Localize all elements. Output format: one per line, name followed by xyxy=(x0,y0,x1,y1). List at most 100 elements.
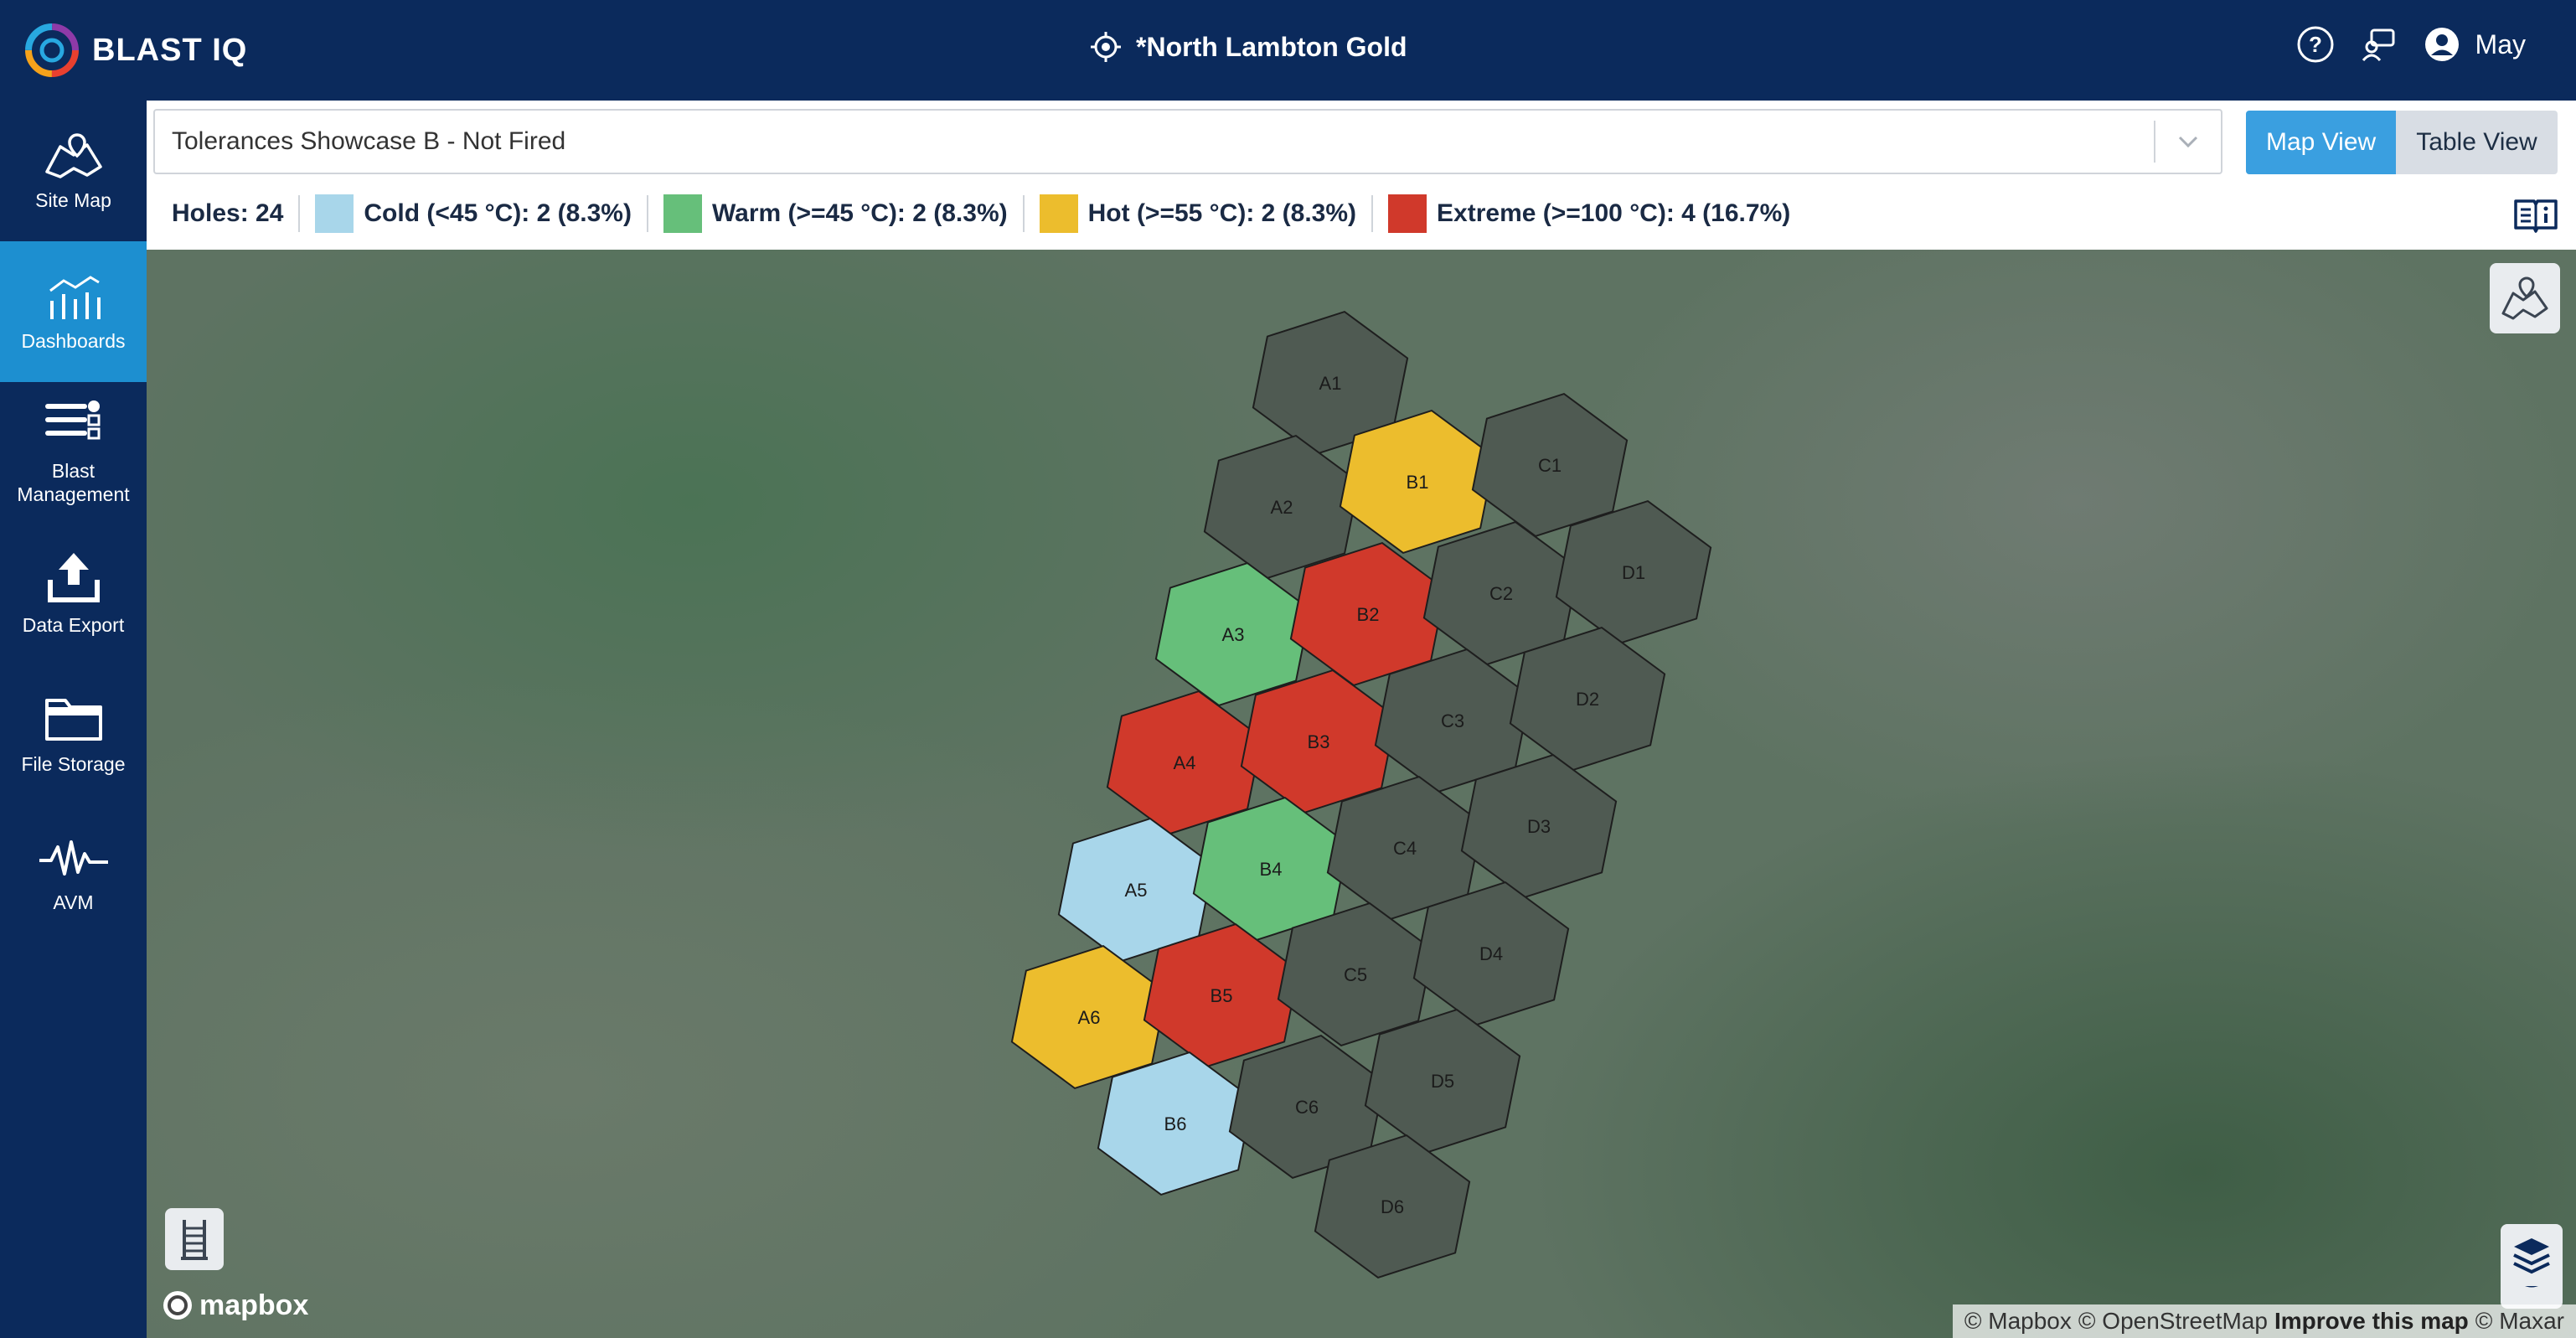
table-view-button[interactable]: Table View xyxy=(2396,111,2558,174)
legend-swatch xyxy=(1039,194,1078,233)
hole-voronoi-map[interactable]: A1 A2 A3 A4 A5 A6 B1 B2 B3 B4 B5 B6 C1 C2 C3 C4 C5 C6 D1 D2… xyxy=(147,250,2576,1338)
chevron-down-icon[interactable] xyxy=(2155,133,2221,150)
legend-item-cold: Cold (<45 °C): 2 (8.3%) xyxy=(315,194,632,233)
hole-label: D5 xyxy=(1431,1071,1454,1092)
blast-map[interactable]: A1 A2 A3 A4 A5 A6 B1 B2 B3 B4 B5 B6 C1 C2 C3 C4 C5 C6 D1 D2… xyxy=(147,250,2576,1338)
attribution-osm[interactable]: © OpenStreetMap xyxy=(2078,1308,2268,1334)
map-view-button[interactable]: Map View xyxy=(2246,111,2397,174)
attribution-mapbox[interactable]: © Mapbox xyxy=(1964,1308,2072,1334)
hole-cell-b5[interactable]: B5 xyxy=(1143,922,1300,1068)
hole-cell-shape[interactable] xyxy=(1277,901,1434,1047)
hole-cell-b3[interactable]: B3 xyxy=(1240,669,1397,814)
legend-label: Cold (<45 °C): 2 (8.3%) xyxy=(364,199,632,227)
hole-cell-b6[interactable]: B6 xyxy=(1097,1051,1254,1196)
legend-info-button[interactable] xyxy=(2512,196,2559,237)
hole-cell-d2[interactable]: D2 xyxy=(1509,626,1666,772)
ladder-list-icon xyxy=(181,1220,208,1260)
mapbox-logo[interactable]: mapbox xyxy=(161,1289,308,1322)
hole-cell-d3[interactable]: D3 xyxy=(1460,753,1618,899)
hole-label: C1 xyxy=(1538,455,1562,476)
hole-label: A3 xyxy=(1222,624,1245,645)
hole-cell-shape[interactable] xyxy=(1555,499,1712,645)
user-name: May xyxy=(2475,28,2526,59)
location-target-icon xyxy=(1091,32,1121,62)
hole-cell-shape[interactable] xyxy=(1143,922,1300,1068)
hole-cell-c1[interactable]: C1 xyxy=(1471,392,1629,538)
hole-label: B4 xyxy=(1260,859,1283,880)
blast-select[interactable]: Tolerances Showcase B - Not Fired xyxy=(153,109,2222,174)
hole-cell-c5[interactable]: C5 xyxy=(1277,901,1434,1047)
legend-swatch xyxy=(315,194,354,233)
sidebar-item-dashboards[interactable]: Dashboards xyxy=(0,241,147,382)
hole-cell-d4[interactable]: D4 xyxy=(1412,881,1570,1026)
hole-cell-shape[interactable] xyxy=(1154,561,1312,707)
hole-cell-shape[interactable] xyxy=(1471,392,1629,538)
sidebar-item-data-export[interactable]: Data Export xyxy=(0,523,147,664)
attribution-maxar[interactable]: © Maxar xyxy=(2475,1308,2564,1334)
hole-cell-d6[interactable]: D6 xyxy=(1314,1134,1471,1279)
sidebar-item-avm[interactable]: AVM xyxy=(0,804,147,945)
user-menu[interactable]: May xyxy=(2424,26,2526,63)
hole-cell-shape[interactable] xyxy=(1010,944,1168,1090)
legend-divider xyxy=(298,195,301,232)
hole-cell-shape[interactable] xyxy=(1203,434,1360,580)
map-icon xyxy=(44,133,102,178)
hole-cell-shape[interactable] xyxy=(1460,753,1618,899)
hole-label: D1 xyxy=(1622,562,1645,583)
main-panel: Tolerances Showcase B - Not Fired Map Vi… xyxy=(147,101,2576,1338)
hole-cell-shape[interactable] xyxy=(1097,1051,1254,1196)
hole-cell-a4[interactable]: A4 xyxy=(1106,690,1263,835)
blast-management-icon xyxy=(44,400,100,440)
hole-cell-shape[interactable] xyxy=(1314,1134,1471,1279)
hole-cell-d1[interactable]: D1 xyxy=(1555,499,1712,645)
hole-cell-a5[interactable]: A5 xyxy=(1057,817,1215,963)
hole-cell-c3[interactable]: C3 xyxy=(1374,648,1531,793)
hole-cell-shape[interactable] xyxy=(1240,669,1397,814)
layers-icon xyxy=(2513,1238,2550,1274)
hole-cell-shape[interactable] xyxy=(1106,690,1263,835)
legend-item-hot: Hot (>=55 °C): 2 (8.3%) xyxy=(1039,194,1357,233)
hole-label: B1 xyxy=(1407,472,1429,493)
hole-cell-shape[interactable] xyxy=(1412,881,1570,1026)
hole-cell-shape[interactable] xyxy=(1364,1008,1521,1154)
sidebar-item-site-map[interactable]: Site Map xyxy=(0,101,147,241)
hole-label: B5 xyxy=(1211,985,1233,1006)
sidebar-item-label: Dashboards xyxy=(21,330,126,352)
sidebar-item-label: AVM xyxy=(53,891,94,913)
sidebar-item-label: File Storage xyxy=(21,753,126,775)
sidebar-item-blast-management[interactable]: Blast Management xyxy=(0,382,147,523)
site-selector[interactable]: *North Lambton Gold xyxy=(1089,30,1407,64)
help-icon[interactable]: ? xyxy=(2296,25,2335,64)
header-actions: ? May xyxy=(2296,25,2526,64)
blast-select-value: Tolerances Showcase B - Not Fired xyxy=(172,127,566,155)
layers-button[interactable] xyxy=(2501,1224,2563,1286)
hole-cell-b1[interactable]: B1 xyxy=(1339,409,1496,555)
hole-cell-a2[interactable]: A2 xyxy=(1203,434,1360,580)
sidebar-item-file-storage[interactable]: File Storage xyxy=(0,664,147,804)
hole-cell-a6[interactable]: A6 xyxy=(1010,944,1168,1090)
sidebar: Site Map Dashboards Blast Management Dat… xyxy=(0,101,147,1338)
hole-label: C5 xyxy=(1344,964,1367,985)
svg-text:?: ? xyxy=(2309,32,2322,57)
hole-cell-shape[interactable] xyxy=(1509,626,1666,772)
hole-label: A6 xyxy=(1078,1007,1101,1028)
legend-label: Hot (>=55 °C): 2 (8.3%) xyxy=(1087,199,1357,227)
hole-cell-a3[interactable]: A3 xyxy=(1154,561,1312,707)
improve-map-link[interactable]: Improve this map xyxy=(2274,1308,2469,1334)
upload-icon xyxy=(47,553,100,602)
hole-label: B6 xyxy=(1164,1113,1187,1134)
hole-cell-shape[interactable] xyxy=(1339,409,1496,555)
legend-divider xyxy=(1371,195,1374,232)
support-icon[interactable] xyxy=(2360,25,2398,64)
map-style-button[interactable] xyxy=(2490,263,2560,333)
app-name: BLAST IQ xyxy=(92,32,248,68)
legend-label: Extreme (>=100 °C): 4 (16.7%) xyxy=(1437,199,1791,227)
legend-swatch xyxy=(663,194,702,233)
blastiq-logo[interactable]: BLAST IQ xyxy=(23,22,247,79)
hole-cell-d5[interactable]: D5 xyxy=(1364,1008,1521,1154)
holes-count: Holes: 24 xyxy=(172,199,284,227)
logo-ring-icon xyxy=(25,23,79,77)
hole-label: C2 xyxy=(1489,583,1513,604)
drill-log-button[interactable] xyxy=(165,1208,224,1270)
hole-label: B2 xyxy=(1357,604,1380,625)
